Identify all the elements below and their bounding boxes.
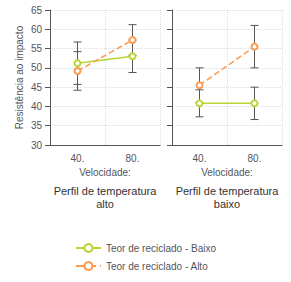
svg-text:40: 40 bbox=[31, 101, 43, 112]
svg-text:40.: 40. bbox=[193, 153, 207, 164]
svg-text:baixo: baixo bbox=[214, 198, 240, 210]
svg-text:alto: alto bbox=[96, 198, 114, 210]
svg-text:Teor de reciclado - Baixo: Teor de reciclado - Baixo bbox=[106, 243, 216, 254]
svg-text:Perfil de temperatura: Perfil de temperatura bbox=[54, 185, 158, 197]
svg-text:40.: 40. bbox=[71, 153, 85, 164]
svg-text:Perfil de temperatura: Perfil de temperatura bbox=[176, 185, 280, 197]
svg-text:30: 30 bbox=[31, 140, 43, 151]
svg-text:Velocidade:: Velocidade: bbox=[79, 167, 131, 178]
svg-text:60: 60 bbox=[31, 24, 43, 35]
svg-text:Teor de reciclado - Alto: Teor de reciclado - Alto bbox=[106, 261, 208, 272]
svg-text:Velocidade:: Velocidade: bbox=[201, 167, 253, 178]
svg-text:35: 35 bbox=[31, 120, 43, 131]
svg-text:50: 50 bbox=[31, 62, 43, 73]
svg-text:45: 45 bbox=[31, 82, 43, 93]
svg-text:80.: 80. bbox=[126, 153, 140, 164]
svg-text:Resistência ao impacto: Resistência ao impacto bbox=[14, 25, 25, 129]
svg-text:55: 55 bbox=[31, 43, 43, 54]
svg-text:80.: 80. bbox=[248, 153, 262, 164]
svg-text:65: 65 bbox=[31, 5, 43, 16]
